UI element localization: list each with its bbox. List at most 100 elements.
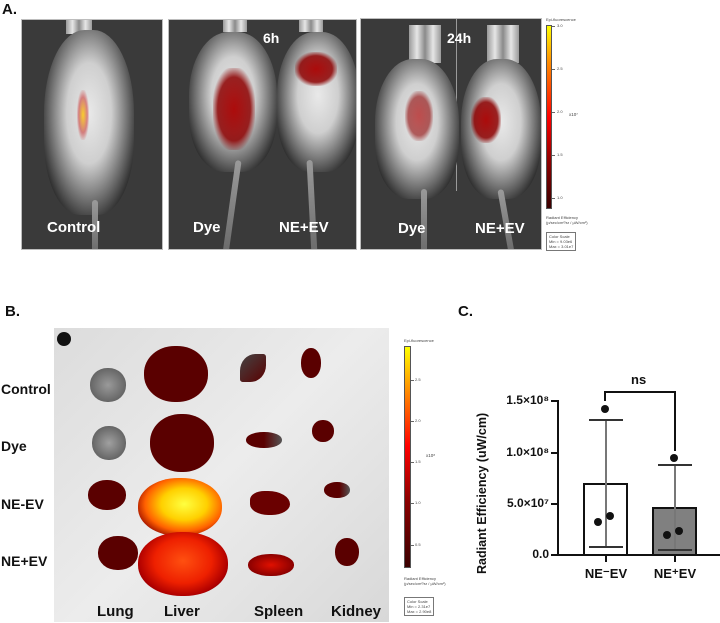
colorbar-unit: Radiant Efficiency (p/sec/cm²/sr / µW/cm… xyxy=(546,215,588,225)
panel-a-24h-image: 24h Dye NE+EV xyxy=(360,18,542,250)
error-cap-top xyxy=(658,464,692,466)
colorbar-tick: 2.5 xyxy=(415,377,421,382)
fluorescence-signal xyxy=(295,52,337,86)
colorbar-tick: 1.0 xyxy=(415,500,421,505)
fluorescence-signal xyxy=(405,91,433,141)
y-tick xyxy=(551,503,557,505)
row-label-dye: Dye xyxy=(1,438,27,454)
organ-kidney-control xyxy=(301,348,321,378)
organ-lung-control xyxy=(90,368,126,402)
colorbar-tick: 0.5 xyxy=(415,542,421,547)
panel-a-letter: A. xyxy=(2,1,17,18)
col-label-kidney: Kidney xyxy=(331,603,382,620)
row-label-control: Control xyxy=(1,381,51,397)
y-tick xyxy=(551,452,557,454)
mouse-body xyxy=(44,30,134,215)
data-point xyxy=(670,454,678,462)
data-point xyxy=(594,518,602,526)
nose-holder xyxy=(299,20,323,32)
panel-c-letter: C. xyxy=(458,303,473,320)
panel-b-letter: B. xyxy=(5,303,20,320)
organ-lung-ne-plus-ev xyxy=(98,536,138,570)
colorbar-exponent: x10⁷ xyxy=(569,112,578,117)
organ-liver-control xyxy=(144,346,208,402)
organ-liver-ne-ev xyxy=(138,478,222,536)
error-cap-bottom xyxy=(658,549,692,551)
colorbar-tick: 2.0 xyxy=(557,109,563,114)
y-tick-label: 0.0 xyxy=(532,547,549,561)
panel-a-6h-image: 6h Dye NE+EV xyxy=(168,19,357,250)
error-bar xyxy=(674,464,676,550)
data-point xyxy=(601,405,609,413)
mouse-tail xyxy=(421,189,427,249)
mouse-tail xyxy=(92,200,98,249)
image-label: NE+EV xyxy=(475,220,525,237)
colorbar-gradient xyxy=(404,346,411,568)
significance-bracket xyxy=(604,391,676,401)
color-scale-box: Color Scale Min = 9.03e6 Max = 3.01e7 xyxy=(546,232,577,251)
image-label: Dye xyxy=(193,219,221,236)
x-tick xyxy=(674,556,676,562)
x-category-label: NE⁻EV xyxy=(584,566,628,581)
colorbar-unit: Radiant Efficiency (p/sec/cm²/sr / µW/cm… xyxy=(404,576,446,586)
fluorescence-signal xyxy=(77,90,89,140)
organ-spleen-dye xyxy=(246,432,282,448)
organ-kidney-ne-plus-ev xyxy=(335,538,359,566)
organ-kidney-ne-ev xyxy=(324,482,350,498)
x-category-label: NE⁺EV xyxy=(653,566,697,581)
y-tick-label: 5.0×10⁷ xyxy=(507,496,549,510)
dark-marker xyxy=(57,332,71,346)
data-point xyxy=(663,531,671,539)
y-tick-label: 1.5×10⁸ xyxy=(506,393,549,407)
y-tick-label: 1.0×10⁸ xyxy=(506,445,549,459)
colorbar-tick: 1.5 xyxy=(557,152,563,157)
col-label-lung: Lung xyxy=(97,603,134,620)
colorbar-tick: 3.0 xyxy=(557,23,563,28)
nose-holder xyxy=(223,20,247,32)
colorbar-tick: 1.5 xyxy=(415,459,421,464)
col-label-liver: Liver xyxy=(164,603,200,620)
organ-lung-ne-ev xyxy=(88,480,126,510)
fluorescence-signal xyxy=(471,97,501,143)
colorbar-title: Epi-fluorescence xyxy=(546,17,576,22)
data-point xyxy=(675,527,683,535)
error-bar xyxy=(605,419,607,547)
error-cap-bottom xyxy=(589,546,623,548)
organ-lung-dye xyxy=(92,426,126,460)
nose-holder xyxy=(409,25,441,63)
x-axis xyxy=(557,554,720,556)
time-label: 6h xyxy=(263,30,280,46)
organ-kidney-dye xyxy=(312,420,334,442)
colorbar-title: Epi-fluorescence xyxy=(404,338,434,343)
time-label: 24h xyxy=(447,30,472,46)
row-label-ne-plus-ev: NE+EV xyxy=(1,553,48,569)
fluorescence-signal xyxy=(213,68,255,150)
colorbar-tick: 2.0 xyxy=(415,418,421,423)
colorbar-exponent: x10⁸ xyxy=(426,453,436,458)
organ-liver-ne-plus-ev xyxy=(138,532,228,596)
error-cap-top xyxy=(589,419,623,421)
colorbar-tick: 2.5 xyxy=(557,66,563,71)
color-scale-box: Color Scale Min = 2.31e7 Max = 2.90e8 xyxy=(404,597,435,616)
row-label-ne-ev: NE-EV xyxy=(1,496,44,512)
image-label: Control xyxy=(47,219,101,236)
data-point xyxy=(606,512,614,520)
organ-liver-dye xyxy=(150,414,214,472)
colorbar-tick: 1.0 xyxy=(557,195,563,200)
colorbar-gradient xyxy=(546,25,552,209)
image-label: NE+EV xyxy=(279,219,329,236)
nose-holder xyxy=(487,25,519,63)
col-label-spleen: Spleen xyxy=(254,603,304,620)
y-tick xyxy=(551,554,557,556)
significance-bracket-right-leg xyxy=(674,391,676,451)
organ-spleen-ne-plus-ev xyxy=(248,554,294,576)
x-tick xyxy=(605,556,607,562)
y-tick xyxy=(551,400,557,402)
panel-a-control-image: Control xyxy=(21,19,163,250)
significance-label: ns xyxy=(631,372,647,387)
y-axis xyxy=(557,400,559,556)
organ-spleen-ne-ev xyxy=(250,491,290,515)
ex-vivo-organ-image xyxy=(54,328,389,622)
image-label: Dye xyxy=(398,220,426,237)
